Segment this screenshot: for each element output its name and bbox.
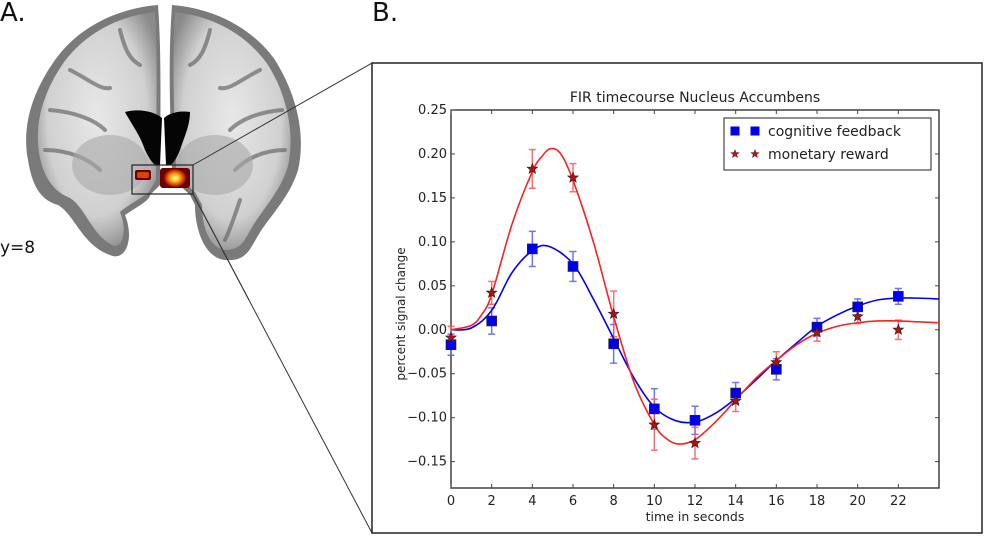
y-tick-label: −0.10	[407, 411, 447, 426]
slice-coordinate-label: y=8	[0, 238, 36, 258]
fit-curve	[451, 147, 939, 445]
y-tick-label: 0.00	[418, 323, 447, 338]
data-point-star	[892, 323, 905, 335]
y-tick-label: 0.10	[418, 235, 447, 250]
data-point-square	[445, 339, 457, 351]
chart-legend: cognitive feedback monetary reward	[723, 117, 932, 171]
data-point-star	[566, 171, 580, 183]
chart-title: FIR timecourse Nucleus Accumbens	[570, 90, 820, 106]
data-point-square	[486, 315, 497, 327]
x-tick-label: 14	[727, 494, 744, 509]
x-tick-label: 10	[646, 494, 663, 509]
x-tick-label: 2	[488, 494, 496, 509]
data-point-star	[688, 436, 702, 449]
x-tick-label: 20	[849, 494, 866, 509]
data-point-square	[567, 261, 579, 272]
data-point-square	[771, 364, 782, 375]
y-tick-label: −0.15	[407, 455, 447, 470]
legend-entry-label: cognitive feedback	[768, 124, 902, 140]
brain-coronal-slice	[26, 5, 372, 300]
x-tick-label: 4	[528, 494, 536, 509]
data-point-star	[444, 331, 458, 343]
data-point-star	[607, 307, 620, 320]
x-tick-label: 12	[687, 494, 704, 509]
x-tick-label: 8	[610, 494, 618, 509]
y-tick-label: 0.25	[418, 103, 447, 118]
x-tick-label: 18	[809, 494, 826, 509]
data-point-square	[689, 415, 701, 426]
data-point-square	[649, 403, 660, 415]
data-point-star	[648, 418, 661, 430]
data-point-star	[729, 394, 742, 407]
x-tick-label: 22	[890, 494, 907, 509]
y-tick-label: 0.15	[418, 191, 447, 206]
panel-a-label: A.	[0, 0, 26, 28]
x-tick-label: 0	[447, 494, 455, 509]
legend-entry-label: monetary reward	[768, 147, 889, 163]
data-point-square	[608, 338, 619, 350]
data-point-square	[527, 243, 538, 255]
y-axis-label: percent signal change	[394, 247, 408, 380]
data-point-star	[851, 310, 864, 322]
data-point-star	[770, 355, 783, 368]
data-point-square	[893, 291, 904, 302]
data-point-star	[526, 162, 539, 175]
x-axis-label: time in seconds	[646, 509, 745, 524]
x-tick-label: 16	[768, 494, 785, 509]
y-tick-label: 0.05	[418, 279, 447, 294]
y-tick-label: 0.20	[418, 147, 447, 162]
y-tick-label: −0.05	[407, 367, 447, 382]
data-point-star	[485, 286, 498, 298]
data-point-star	[810, 326, 824, 338]
x-tick-label: 6	[569, 494, 577, 509]
connector-lower	[192, 193, 372, 534]
panel-b-label: B.	[372, 0, 399, 28]
roi-box	[131, 164, 194, 195]
